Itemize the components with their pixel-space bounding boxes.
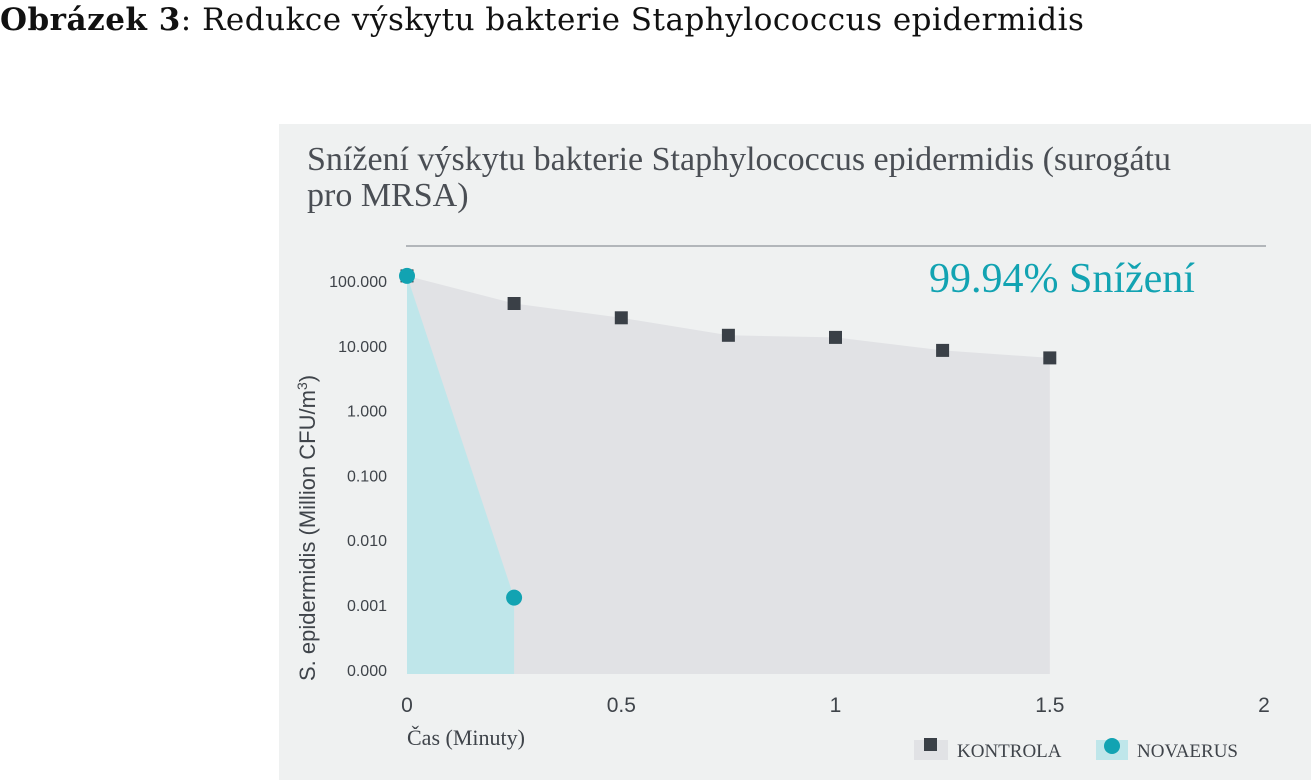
legend: KONTROLA NOVAERUS	[914, 738, 1238, 762]
figure-caption-text: : Redukce výskytu bakterie Staphylococcu…	[180, 2, 1085, 38]
legend-kontrola-marker	[924, 738, 937, 751]
legend-kontrola-label: KONTROLA	[957, 741, 1062, 762]
area-fills	[407, 275, 1050, 674]
chart-svg: Snížení výskytu bakterie Staphylococcus …	[294, 141, 1270, 762]
novaerus-point	[506, 589, 523, 606]
legend-novaerus-label: NOVAERUS	[1137, 741, 1238, 762]
kontrola-point	[614, 311, 628, 325]
x-tick-label: 0.5	[607, 694, 636, 717]
legend-novaerus-marker	[1104, 738, 1120, 754]
y-tick-label: 10.000	[338, 339, 387, 356]
kontrola-point	[507, 297, 521, 310]
area-kontrola	[407, 275, 1050, 674]
x-tick-label: 1.5	[1035, 694, 1064, 717]
data-markers	[399, 267, 1057, 606]
y-tick-label: 100.000	[329, 274, 387, 291]
x-tick-label: 0	[401, 694, 413, 717]
chart-title-line-2: pro MRSA)	[307, 177, 469, 214]
y-axis-ticks: 100.000 10.000 1.000 0.100 0.010 0.001 0.000	[329, 274, 387, 680]
y-tick-label: 0.001	[347, 598, 387, 615]
y-tick-label: 0.000	[347, 663, 387, 680]
chart-panel: Snížení výskytu bakterie Staphylococcus …	[279, 124, 1311, 780]
figure-caption-label: Obrázek 3	[0, 2, 181, 38]
reduction-annotation: 99.94% Snížení	[929, 256, 1195, 302]
y-tick-label: 1.000	[347, 404, 387, 421]
y-tick-label: 0.010	[347, 533, 387, 550]
y-tick-label: 0.100	[347, 468, 387, 485]
x-tick-label: 1	[830, 694, 842, 717]
figure-caption: Obrázek 3: Redukce výskytu bakterie Stap…	[0, 0, 1084, 40]
kontrola-point	[829, 330, 842, 344]
kontrola-point	[721, 328, 735, 342]
area-novaerus	[407, 275, 515, 674]
kontrola-point	[1043, 351, 1057, 365]
x-axis-label: Čas (Minuty)	[407, 725, 525, 750]
novaerus-point	[399, 267, 415, 284]
kontrola-point	[936, 343, 950, 357]
x-tick-label: 2	[1258, 694, 1270, 717]
x-axis-ticks: 0 0.5 1 1.5 2	[401, 694, 1270, 717]
y-axis-label: S. epidermidis (Million CFU/m3)	[294, 375, 320, 681]
chart-title-line-1: Snížení výskytu bakterie Staphylococcus …	[307, 141, 1171, 178]
